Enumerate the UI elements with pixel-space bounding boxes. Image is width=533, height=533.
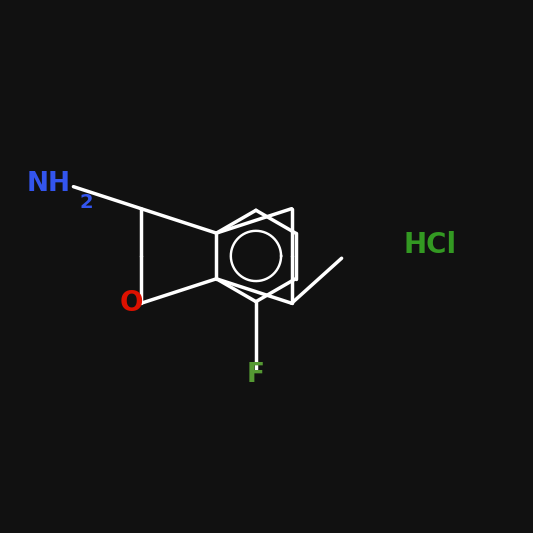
Text: O: O [120,289,143,317]
Text: NH: NH [27,171,71,197]
Text: F: F [247,362,265,388]
Text: 2: 2 [80,193,93,212]
Text: HCl: HCl [403,231,457,260]
